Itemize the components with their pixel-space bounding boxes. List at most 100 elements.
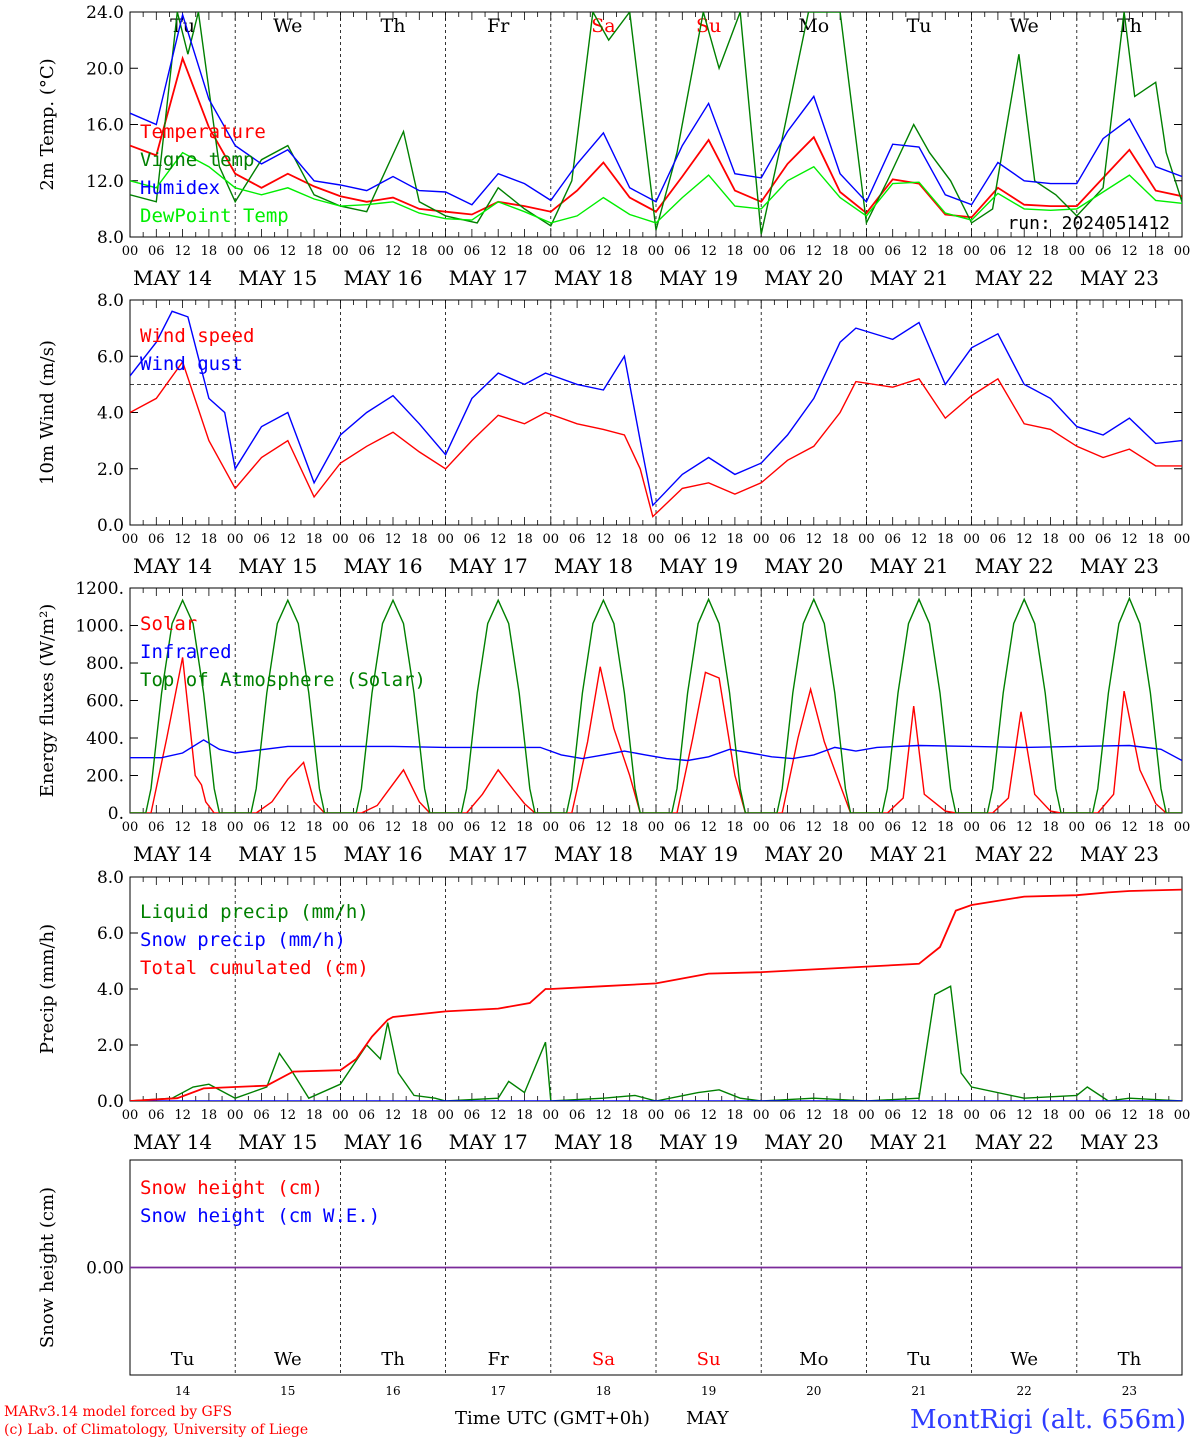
legend-entry: Snow precip (mm/h) <box>140 929 346 951</box>
hour-tick-label: 18 <box>1147 532 1164 547</box>
hour-tick-label: 12 <box>490 244 507 259</box>
series-group <box>130 310 1182 518</box>
series-line-total-cumulated-cm- <box>130 888 1182 1101</box>
hour-tick-label: 00 <box>858 820 875 835</box>
hour-tick-label: 00 <box>1174 1108 1191 1123</box>
legend-entry: DewPoint Temp <box>140 205 289 227</box>
y-tick-label: 4.0 <box>97 980 124 1000</box>
hour-tick-label: 12 <box>280 532 297 547</box>
hour-tick-label: 18 <box>306 820 323 835</box>
weekday-label: Fr <box>487 15 510 37</box>
hour-tick-label: 18 <box>1042 1108 1059 1123</box>
hour-tick-label: 12 <box>1016 532 1033 547</box>
panel-2: 0.0 2.0 4.0 6.0 8.0 10m Wind (m/s) Wind speed W… <box>37 291 1190 578</box>
date-label: MAY 14 <box>133 554 212 578</box>
weekday-label: Su <box>697 1349 721 1370</box>
day-number: 18 <box>596 1384 611 1398</box>
day-number: 16 <box>385 1384 400 1398</box>
date-label: MAY 15 <box>238 554 317 578</box>
hour-tick-label: 00 <box>543 244 560 259</box>
date-label: MAY 20 <box>764 1130 843 1154</box>
hour-tick-label: 06 <box>779 820 796 835</box>
legend-entry: Wind gust <box>140 353 243 375</box>
hour-tick-label: 18 <box>411 532 428 547</box>
date-label: MAY 21 <box>869 554 948 578</box>
hour-tick-label: 18 <box>516 244 533 259</box>
day-number: 22 <box>1017 1384 1032 1398</box>
hour-tick-label: 00 <box>227 1108 244 1123</box>
hour-tick-label: 00 <box>1069 1108 1086 1123</box>
weekday-label: Tu <box>907 15 932 37</box>
weekday-label: We <box>1010 1349 1038 1370</box>
date-label: MAY 23 <box>1080 1130 1159 1154</box>
hour-tick-label: 00 <box>332 532 349 547</box>
hour-tick-label: 06 <box>674 532 691 547</box>
hour-tick-label: 00 <box>332 820 349 835</box>
hour-tick-label: 06 <box>569 244 586 259</box>
hour-tick-label: 12 <box>700 820 717 835</box>
weekday-label: Fr <box>488 1349 509 1370</box>
hour-tick-label: 06 <box>464 532 481 547</box>
hour-tick-label: 00 <box>753 1108 770 1123</box>
hour-tick-label: 18 <box>306 244 323 259</box>
hour-tick-label: 12 <box>595 532 612 547</box>
hour-tick-label: 00 <box>963 244 980 259</box>
hour-tick-label: 00 <box>963 820 980 835</box>
y-tick-label: 600. <box>86 692 124 712</box>
hour-tick-label: 00 <box>858 1108 875 1123</box>
hour-tick-label: 06 <box>253 532 270 547</box>
hour-tick-label: 06 <box>674 244 691 259</box>
hour-tick-label: 00 <box>543 532 560 547</box>
y-tick-label: 8.0 <box>97 868 124 888</box>
y-tick-label: 0.0 <box>97 1092 124 1112</box>
series-line-temperature <box>130 55 1182 219</box>
y-tick-label: 0. <box>108 804 124 824</box>
hour-tick-label: 18 <box>621 532 638 547</box>
weekday-label: Th <box>381 1349 405 1370</box>
credit-line-2: (c) Lab. of Climatology, University of L… <box>4 1422 308 1438</box>
date-label: MAY 17 <box>449 1130 528 1154</box>
hour-tick-label: 18 <box>621 244 638 259</box>
weekday-label: Tu <box>907 1349 931 1370</box>
hour-tick-label: 06 <box>990 820 1007 835</box>
hour-tick-label: 06 <box>569 1108 586 1123</box>
weekday-label: We <box>273 15 302 37</box>
date-label: MAY 16 <box>343 1130 422 1154</box>
series-line-humidex <box>130 12 1182 206</box>
date-label: MAY 17 <box>449 266 528 290</box>
date-label: MAY 18 <box>554 266 633 290</box>
hour-tick-label: 18 <box>201 1108 218 1123</box>
hour-tick-label: 12 <box>911 820 928 835</box>
series-line-wind-speed <box>130 360 1182 518</box>
hour-tick-label: 06 <box>674 1108 691 1123</box>
date-label: MAY 19 <box>659 842 738 866</box>
hour-tick-label: 12 <box>595 1108 612 1123</box>
station-label: MontRigi (alt. 656m) <box>910 1405 1186 1435</box>
y-tick-label: 0.0 <box>97 516 124 536</box>
hour-tick-label: 00 <box>1174 532 1191 547</box>
legend-entry: Infrared <box>140 641 232 663</box>
y-axis-label: Precip (mm/h) <box>37 924 58 1054</box>
day-number: 23 <box>1122 1384 1137 1398</box>
date-label: MAY 21 <box>869 842 948 866</box>
series-group <box>130 888 1182 1101</box>
hour-tick-label: 18 <box>516 820 533 835</box>
hour-tick-label: 06 <box>358 1108 375 1123</box>
hour-tick-label: 12 <box>280 1108 297 1123</box>
y-tick-label: 1000. <box>75 617 124 637</box>
plot-frame <box>129 11 1183 238</box>
hour-tick-label: 18 <box>832 244 849 259</box>
hour-tick-label: 00 <box>1069 820 1086 835</box>
date-label: MAY 21 <box>869 1130 948 1154</box>
date-label: MAY 20 <box>764 842 843 866</box>
date-label: MAY 16 <box>343 554 422 578</box>
hour-tick-label: 12 <box>700 1108 717 1123</box>
y-tick-label: 24.0 <box>86 3 124 23</box>
hour-tick-label: 00 <box>1069 244 1086 259</box>
hour-tick-label: 18 <box>516 1108 533 1123</box>
hour-tick-label: 12 <box>1121 820 1138 835</box>
series-line-dewpoint-temp <box>130 151 1182 224</box>
hour-tick-label: 18 <box>937 1108 954 1123</box>
hour-tick-label: 06 <box>1095 1108 1112 1123</box>
date-label: MAY 15 <box>238 1130 317 1154</box>
